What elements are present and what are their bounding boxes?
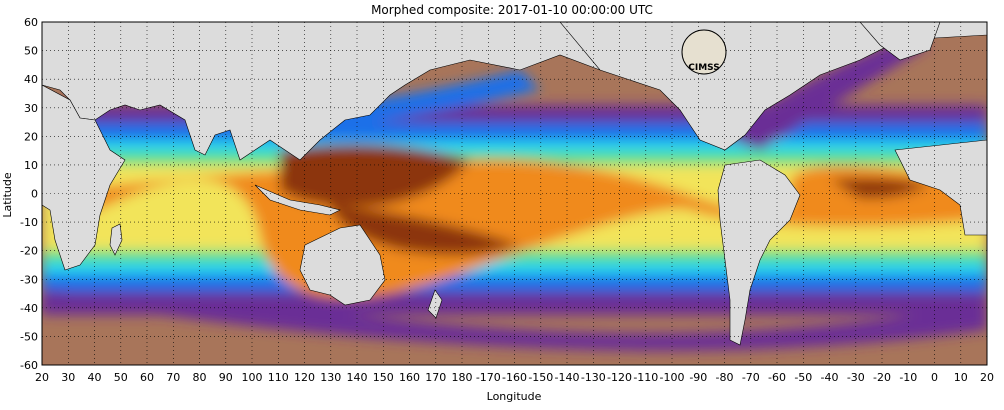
x-tick-labels: 20 30 40 50 60 70 80 90 100 110 120 130 140 150 160 170… [35, 371, 994, 384]
y-tick-label: -20 [20, 245, 38, 258]
y-tick-label: -30 [20, 273, 38, 286]
y-tick-label: 50 [24, 45, 38, 58]
x-tick-label: -80 [716, 371, 734, 384]
x-tick-label: 110 [268, 371, 289, 384]
y-tick-labels: 60 50 40 30 20 10 0 -10 -20 -30 -40 -50 -60 [20, 16, 38, 372]
australia-land [299, 224, 386, 306]
africa-west-land [894, 139, 987, 236]
x-tick-label: -170 [476, 371, 501, 384]
x-tick-label: -90 [689, 371, 707, 384]
x-tick-label: 120 [294, 371, 315, 384]
x-tick-label: 170 [425, 371, 446, 384]
x-tick-label: 50 [114, 371, 128, 384]
x-tick-label: -60 [768, 371, 786, 384]
greenland-land [859, 22, 941, 61]
y-tick-label: 20 [24, 130, 38, 143]
x-tick-label: -130 [581, 371, 606, 384]
x-tick-label: -160 [502, 371, 527, 384]
x-axis-label: Longitude [487, 390, 542, 403]
x-tick-label: 0 [931, 371, 938, 384]
y-tick-label: -50 [20, 330, 38, 343]
x-tick-label: 40 [88, 371, 102, 384]
cimss-logo: CIMSS [681, 29, 727, 75]
y-tick-label: -60 [20, 359, 38, 372]
y-tick-label: 0 [31, 188, 38, 201]
x-tick-label: -140 [555, 371, 580, 384]
x-tick-label: 60 [140, 371, 154, 384]
x-tick-label: 30 [61, 371, 75, 384]
logo-text: CIMSS [688, 63, 719, 73]
x-tick-label: 150 [373, 371, 394, 384]
indonesia-land [254, 184, 341, 216]
x-tick-label: -110 [633, 371, 658, 384]
map-title: Morphed composite: 2017-01-10 00:00:00 U… [371, 3, 653, 17]
madagascar-land [109, 223, 123, 256]
x-tick-label: -50 [794, 371, 812, 384]
x-tick-label: 80 [193, 371, 207, 384]
x-tick-label: 20 [980, 371, 994, 384]
x-tick-label: -70 [742, 371, 760, 384]
x-tick-label: -30 [847, 371, 865, 384]
y-tick-label: -10 [20, 216, 38, 229]
x-tick-label: 70 [166, 371, 180, 384]
grid [42, 22, 987, 365]
africa-land [42, 84, 126, 271]
south-america-land [717, 159, 801, 346]
x-tick-label: -40 [821, 371, 839, 384]
y-tick-label: 60 [24, 16, 38, 29]
x-tick-label: -10 [899, 371, 917, 384]
x-tick-label: -20 [873, 371, 891, 384]
x-tick-label: 160 [399, 371, 420, 384]
x-tick-label: -120 [607, 371, 632, 384]
map-frame [41, 21, 988, 366]
y-axis-label: Latitude [1, 172, 14, 218]
x-tick-label: 180 [452, 371, 473, 384]
y-tick-label: 30 [24, 102, 38, 115]
map-area [42, 22, 987, 365]
y-tick-label: 40 [24, 73, 38, 86]
x-tick-label: 90 [219, 371, 233, 384]
x-tick-label: -100 [660, 371, 685, 384]
x-tick-label: 20 [35, 371, 49, 384]
x-tick-label: 10 [954, 371, 968, 384]
x-tick-label: 100 [242, 371, 263, 384]
x-tick-label: -150 [528, 371, 553, 384]
x-tick-label: 140 [347, 371, 368, 384]
x-tick-label: 130 [320, 371, 341, 384]
land-masses [42, 22, 987, 346]
eurasia-land [42, 22, 691, 161]
y-tick-label: -40 [20, 302, 38, 315]
y-tick-label: 10 [24, 159, 38, 172]
